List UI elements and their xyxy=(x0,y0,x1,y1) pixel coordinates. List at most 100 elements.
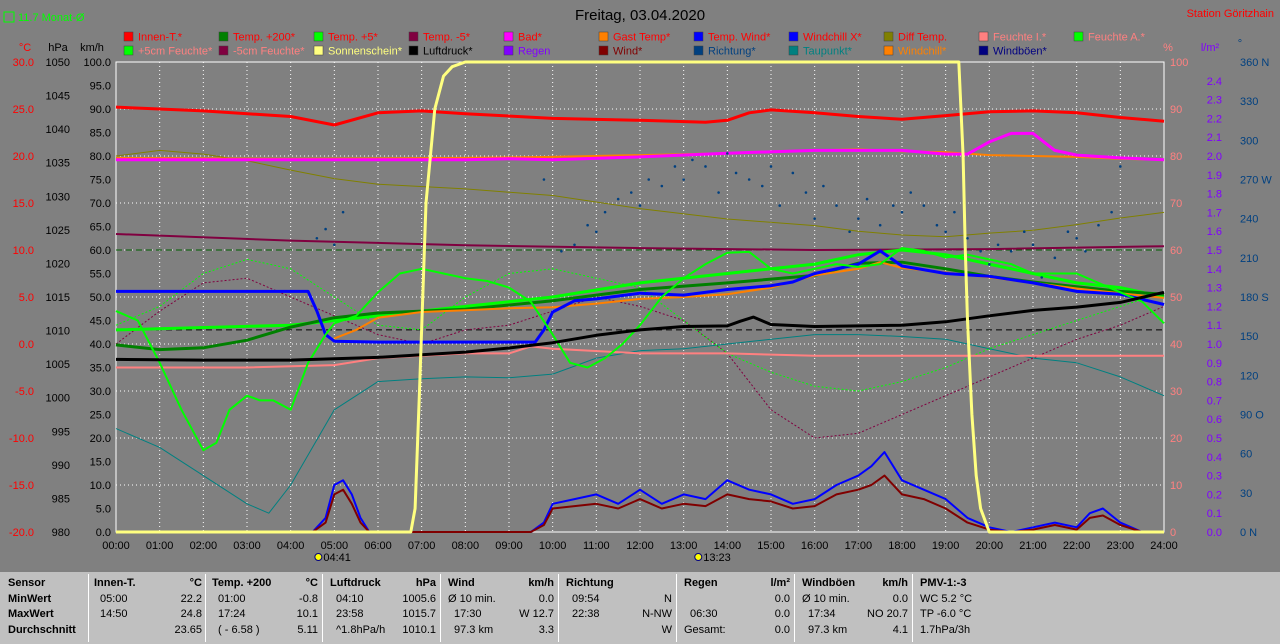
weather-chart: 30.0 25.0 20.0 15.0 10.0 5.0 0.0 -5.0 -10.0 -15.0… xyxy=(3,7,1274,564)
stats-pmv-trend: 1.7hPa/3h xyxy=(920,623,971,636)
x-tick-label: 14:00 xyxy=(714,540,742,552)
lm2-tick-label: 1.9 xyxy=(1207,170,1222,182)
hpa-tick-label: 1035 xyxy=(46,158,70,170)
stats-separator xyxy=(440,574,441,642)
richtung-point xyxy=(966,236,969,240)
richtung-point xyxy=(835,204,838,207)
degree-tick-label: 60 xyxy=(1240,449,1252,461)
degree-tick-label: 180 S xyxy=(1240,292,1269,304)
stats-innen-min: 22.2 xyxy=(180,592,202,605)
celsius-tick-label: -5.0 xyxy=(15,386,34,398)
series-wind xyxy=(116,474,1164,533)
x-tick-label: 23:00 xyxy=(1107,540,1135,552)
stats-luftdruck-header: Luftdruck xyxy=(330,577,381,589)
richtung-point xyxy=(629,191,633,194)
richtung-point xyxy=(341,210,345,214)
stats-temp200-min: -0.8 xyxy=(299,592,318,605)
stats-richtung-max: N-NW xyxy=(642,608,672,620)
stats-wind-unit: km/h xyxy=(528,577,554,589)
legend-label: Feuchte I.* xyxy=(993,32,1047,44)
degree-tick-label: 330 xyxy=(1240,96,1258,108)
celsius-tick-label: 10.0 xyxy=(13,245,34,257)
stats-windboeen-max: NO 20.7 xyxy=(867,608,908,620)
stats-windboeen-min-label: Ø 10 min. xyxy=(802,592,850,605)
richtung-point xyxy=(900,210,904,214)
percent-tick-label: 60 xyxy=(1170,245,1182,257)
stats-luftdruck-min-time: 04:10 xyxy=(336,592,364,605)
celsius-tick-label: 15.0 xyxy=(13,198,34,210)
stats-temp200-max: 10.1 xyxy=(296,608,318,620)
stats-temp200-min-time: 01:00 xyxy=(218,592,246,605)
hpa-tick-label: 1020 xyxy=(46,258,70,270)
richtung-point xyxy=(848,230,851,234)
stats-pmv-column: PMV-1:-3 WC 5.2 °C TP -6.0 °C 1.7hPa/3h xyxy=(920,576,1020,638)
legend-label: Temp. +200* xyxy=(233,32,296,44)
richtung-point xyxy=(734,171,738,175)
degree-tick-label: 240 xyxy=(1240,214,1258,226)
richtung-point xyxy=(822,184,825,188)
richtung-point xyxy=(891,204,895,207)
stats-regen-total: 0.0 xyxy=(774,623,790,636)
series-sonnenschein xyxy=(116,60,1164,534)
stats-temp200-column: Temp. +200 °C 01:00 -0.8 17:24 10.1 ( - 6.5… xyxy=(212,576,318,638)
series-innen-t xyxy=(115,105,1165,127)
richtung-point xyxy=(979,250,982,253)
richtung-point xyxy=(324,227,327,231)
series-feuchte-i xyxy=(116,345,1164,369)
x-tick-label: 05:00 xyxy=(321,540,349,552)
richtung-point xyxy=(953,210,956,214)
legend-swatch xyxy=(123,45,134,56)
hpa-tick-label: 1025 xyxy=(46,225,70,237)
degree-tick-label: 30 xyxy=(1240,488,1252,500)
kmh-tick-label: 100.0 xyxy=(83,57,111,69)
stats-luftdruck-trend: ^1.8hPa/h xyxy=(336,623,386,636)
richtung-point xyxy=(1119,165,1122,168)
richtung-point xyxy=(813,217,816,220)
celsius-tick-label: 5.0 xyxy=(19,292,34,304)
kmh-tick-label: 55.0 xyxy=(90,269,111,281)
degree-tick-label: 270 W xyxy=(1240,175,1272,187)
stats-sensor-column: Sensor MinWert MaxWert Durchschnitt xyxy=(8,576,88,638)
lm2-tick-label: 1.5 xyxy=(1207,245,1222,257)
legend-label: Windchill X* xyxy=(803,32,862,44)
richtung-point xyxy=(769,165,773,168)
kmh-tick-label: 80.0 xyxy=(90,151,111,163)
sun-markers: 04:41 13:23 xyxy=(314,552,731,564)
stats-temp200-avg-note: ( - 6.58 ) xyxy=(218,623,260,636)
kmh-tick-label: 40.0 xyxy=(90,339,111,351)
lm2-tick-label: 0.0 xyxy=(1207,527,1222,539)
legend-swatch xyxy=(693,45,704,56)
stats-innen-min-time: 05:00 xyxy=(100,592,128,605)
lm2-tick-label: 0.5 xyxy=(1207,433,1222,445)
x-tick-label: 19:00 xyxy=(932,540,960,552)
lm2-tick-label: 2.2 xyxy=(1207,113,1222,125)
richtung-point xyxy=(988,263,991,266)
sun-icon xyxy=(694,553,703,561)
x-tick-label: 11:00 xyxy=(583,540,610,552)
stats-separator xyxy=(676,574,677,642)
hpa-tick-label: 1040 xyxy=(46,124,70,136)
richtung-point xyxy=(704,165,707,168)
legend-label: Diff Temp. xyxy=(898,32,947,44)
stats-windboeen-column: Windböen km/h Ø 10 min. 0.0 17:34 NO 20.7 9… xyxy=(802,576,908,638)
sun-marker-label: 04:41 xyxy=(323,552,351,564)
stats-luftdruck-column: Luftdruck hPa 04:10 1005.6 23:58 1015.7 ^1.… xyxy=(330,576,436,638)
legend-label: -5cm Feuchte* xyxy=(233,46,305,58)
kmh-tick-label: 30.0 xyxy=(90,386,111,398)
scatter-layer xyxy=(315,152,1122,279)
degree-tick-label: 300 xyxy=(1240,135,1258,147)
richtung-point xyxy=(673,165,677,168)
stats-richtung-min: N xyxy=(664,592,672,605)
stats-wind-header: Wind xyxy=(448,577,475,589)
legend-swatch xyxy=(978,45,989,56)
hpa-tick-label: 980 xyxy=(52,527,70,539)
legend-swatch xyxy=(598,31,609,42)
hpa-tick-label: 1015 xyxy=(46,292,70,304)
x-tick-label: 10:00 xyxy=(539,540,567,552)
richtung-point xyxy=(791,171,795,175)
richtung-point xyxy=(1009,250,1013,253)
x-tick-label: 17:00 xyxy=(845,540,873,552)
sun-marker-label: 13:23 xyxy=(703,552,731,564)
x-tick-label: 18:00 xyxy=(888,540,916,552)
richtung-point xyxy=(857,217,860,220)
